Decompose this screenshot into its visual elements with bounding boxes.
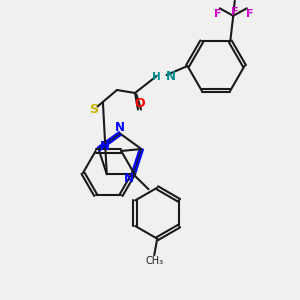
Text: H: H <box>152 71 161 82</box>
Text: CH₃: CH₃ <box>145 256 163 266</box>
Text: O: O <box>134 97 145 110</box>
Text: F: F <box>231 7 238 17</box>
Text: N: N <box>100 140 110 152</box>
Text: N: N <box>124 172 134 185</box>
Text: N: N <box>115 121 125 134</box>
Text: N: N <box>166 70 176 83</box>
Text: F: F <box>214 9 221 19</box>
Text: S: S <box>89 103 98 116</box>
Text: F: F <box>246 9 253 19</box>
